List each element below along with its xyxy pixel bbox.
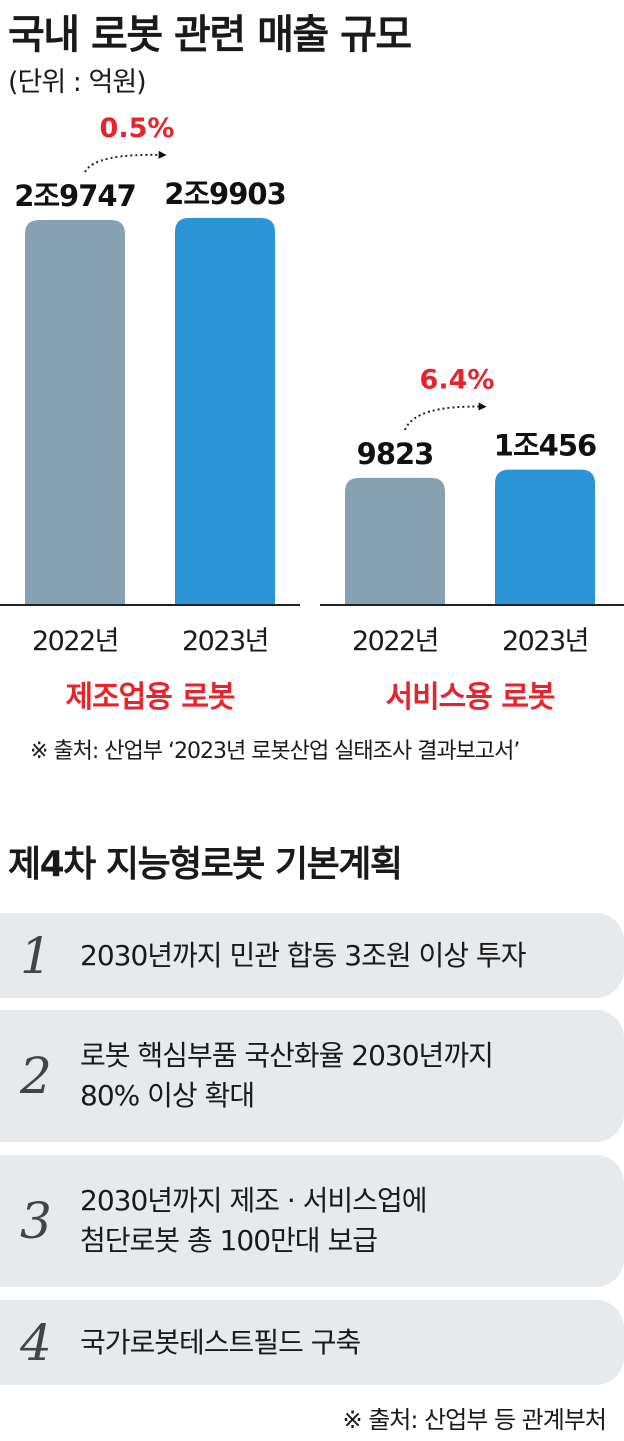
plan-item-number: 4: [20, 1313, 52, 1372]
bar-value-label: 2조9747: [14, 179, 136, 213]
group-name-label: 제조업용 로봇: [65, 680, 234, 715]
growth-rate-label: 0.5%: [100, 113, 175, 144]
bar-0-0: [25, 220, 125, 605]
chart-source-note: ※ 출처: 산업부 ‘2023년 로봇산업 실태조사 결과보고서’: [30, 739, 520, 764]
bar-value-label: 1조456: [494, 429, 596, 463]
plan-item-2: 2 로봇 핵심부품 국산화율 2030년까지 80% 이상 확대: [0, 1010, 624, 1142]
growth-rate-label: 6.4%: [420, 365, 495, 396]
plan-source-note: ※ 출처: 산업부 등 관계부처: [342, 1406, 607, 1434]
page-title: 국내 로봇 관련 매출 규모: [8, 12, 412, 58]
plan-item-number: 3: [20, 1192, 52, 1250]
plan-title: 제4차 지능형로봇 기본계획: [8, 844, 403, 885]
growth-arrow: [84, 150, 167, 173]
bar-value-label: 2조9903: [164, 177, 286, 211]
plan-item-3: 3 2030년까지 제조 · 서비스업에 첨단로봇 총 100만대 보급: [0, 1155, 624, 1287]
growth-arrow: [404, 402, 487, 431]
group-name-label: 서비스용 로봇: [385, 680, 554, 715]
plan-item-4: 4 국가로봇테스트필드 구축: [0, 1300, 624, 1385]
category-tick-label: 2023년: [182, 626, 268, 657]
category-tick-label: 2023년: [502, 626, 588, 657]
unit-label: (단위 : 억원): [8, 67, 147, 98]
plan-item-text: 2030년까지 제조 · 서비스업에 첨단로봇 총 100만대 보급: [80, 1184, 427, 1257]
bar-0-1: [175, 218, 275, 605]
bar-1-0: [345, 477, 445, 605]
plan-item-text: 로봇 핵심부품 국산화율 2030년까지 80% 이상 확대: [80, 1039, 494, 1112]
plan-item-number: 1: [20, 926, 52, 985]
category-tick-label: 2022년: [32, 626, 118, 657]
sales-bar-chart: 2조9747 2022년 2조9903 2023년 0.5% 제조업용 로봇 9823 202…: [0, 113, 624, 715]
bar-value-label: 9823: [357, 437, 434, 471]
plan-item-text: 국가로봇테스트필드 구축: [80, 1325, 361, 1359]
category-tick-label: 2022년: [352, 626, 438, 657]
bar-1-1: [495, 469, 595, 605]
plan-item-text: 2030년까지 민관 합동 3조원 이상 투자: [80, 938, 526, 972]
plan-item-number: 2: [20, 1047, 52, 1105]
plan-item-1: 1 2030년까지 민관 합동 3조원 이상 투자: [0, 913, 624, 998]
